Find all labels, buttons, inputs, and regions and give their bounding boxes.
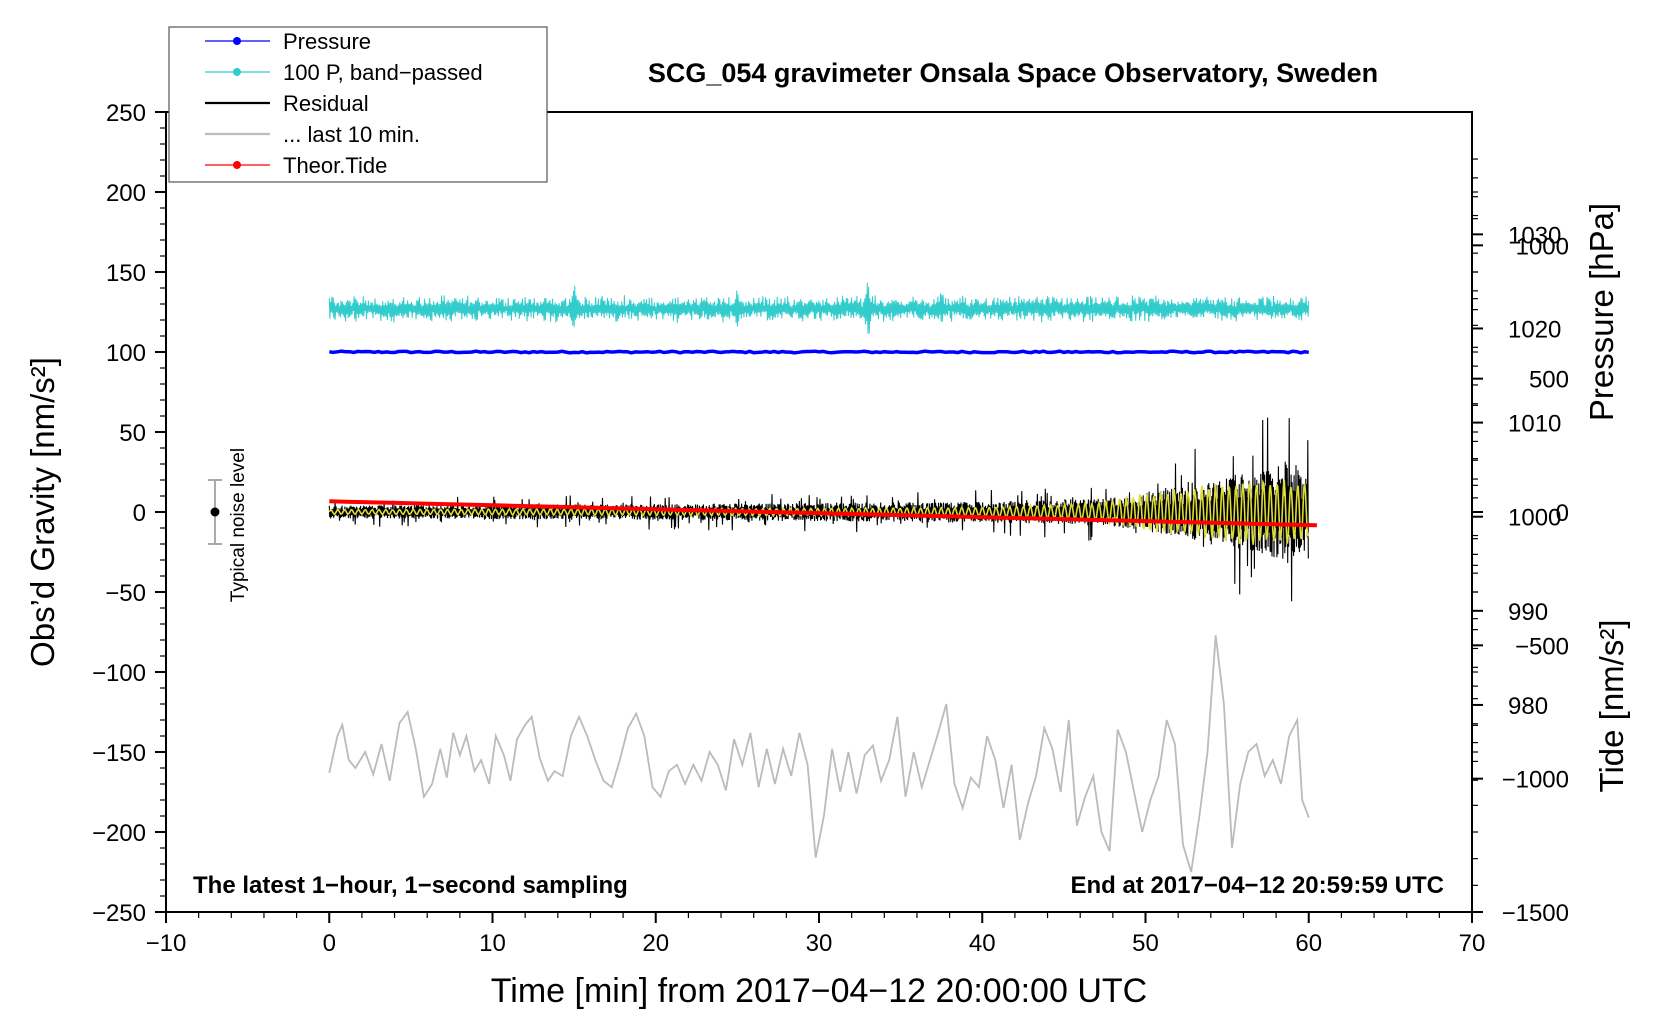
tide-tick-label: 0	[1556, 500, 1569, 527]
series-pressure	[329, 349, 1310, 355]
pressure-tick-label: 1000	[1508, 505, 1561, 532]
y-axis-left: −250 −200 −150 −100 −50 0 50 100 150 200 250	[92, 100, 166, 927]
pressure-tick-label: 990	[1508, 599, 1548, 626]
x-tick-label: −10	[146, 930, 187, 957]
y-axis-pressure: 980 990 1000 1010 1020 1030	[1472, 158, 1561, 781]
x-tick-label: 40	[969, 930, 996, 957]
tide-tick-label: 500	[1529, 367, 1569, 394]
y-axis-left-label: Obs’d Gravity [nm/s²]	[24, 357, 61, 667]
y-tick-label: 250	[106, 100, 146, 127]
legend-marker	[233, 37, 241, 45]
legend: Pressure 100 P, band−passed Residual ... la…	[168, 26, 548, 183]
y-tick-label: 0	[133, 500, 146, 527]
pressure-tick-label: 1020	[1508, 316, 1561, 343]
legend-marker	[233, 161, 241, 169]
legend-marker	[233, 68, 241, 76]
noise-bar-point	[210, 507, 220, 517]
noise-label: Typical noise level	[228, 448, 249, 602]
legend-box	[168, 26, 548, 183]
x-axis: −10 0 10 20 30 40 50 60 70	[146, 912, 1486, 957]
series-last-10-min	[328, 635, 1310, 873]
legend-label: Residual	[283, 91, 369, 116]
tide-tick-label: −500	[1515, 633, 1569, 660]
pressure-tick-label: 980	[1508, 693, 1548, 720]
series-theor-tide	[329, 499, 1317, 528]
x-axis-label: Time [min] from 2017−04−12 20:00:00 UTC	[491, 972, 1147, 1010]
x-tick-label: 70	[1459, 930, 1486, 957]
series-pressure-bandpassed	[328, 282, 1310, 334]
pressure-tick-label: 1030	[1508, 222, 1561, 249]
legend-label: 100 P, band−passed	[283, 60, 483, 85]
y-axis-pressure-label: Pressure [hPa]	[1583, 203, 1620, 421]
y-tick-label: −250	[92, 900, 146, 927]
y-axis-tide-label: Tide [nm/s²]	[1593, 620, 1630, 793]
y-tick-label: −200	[92, 820, 146, 847]
x-tick-label: 30	[806, 930, 833, 957]
legend-label: Pressure	[283, 29, 371, 54]
x-tick-label: 20	[642, 930, 669, 957]
x-tick-label: 60	[1295, 930, 1322, 957]
legend-label: ... last 10 min.	[283, 122, 420, 147]
y-axis-tide: −1500 −1000 −500 0 500 1000	[1472, 191, 1569, 927]
noise-level-bar	[207, 479, 222, 545]
y-tick-label: 50	[119, 420, 146, 447]
y-tick-label: 100	[106, 340, 146, 367]
x-tick-label: 10	[479, 930, 506, 957]
y-tick-label: −100	[92, 660, 146, 687]
tide-tick-label: 1000	[1516, 233, 1569, 260]
chart-title: SCG_054 gravimeter Onsala Space Observat…	[648, 58, 1378, 88]
y-tick-label: 150	[106, 260, 146, 287]
legend-label: Theor.Tide	[283, 153, 387, 178]
annotation-bottom-right: End at 2017−04−12 20:59:59 UTC	[1070, 872, 1444, 899]
tide-tick-label: −1500	[1502, 900, 1569, 927]
tide-tick-label: −1000	[1502, 767, 1569, 794]
y-tick-label: 200	[106, 180, 146, 207]
x-tick-label: 50	[1132, 930, 1159, 957]
annotation-bottom-left: The latest 1−hour, 1−second sampling	[193, 872, 628, 899]
y-tick-label: −50	[105, 580, 146, 607]
series-residual-filtered	[328, 479, 1310, 545]
pressure-tick-label: 1010	[1508, 411, 1561, 438]
y-tick-label: −150	[92, 740, 146, 767]
x-tick-label: 0	[323, 930, 336, 957]
